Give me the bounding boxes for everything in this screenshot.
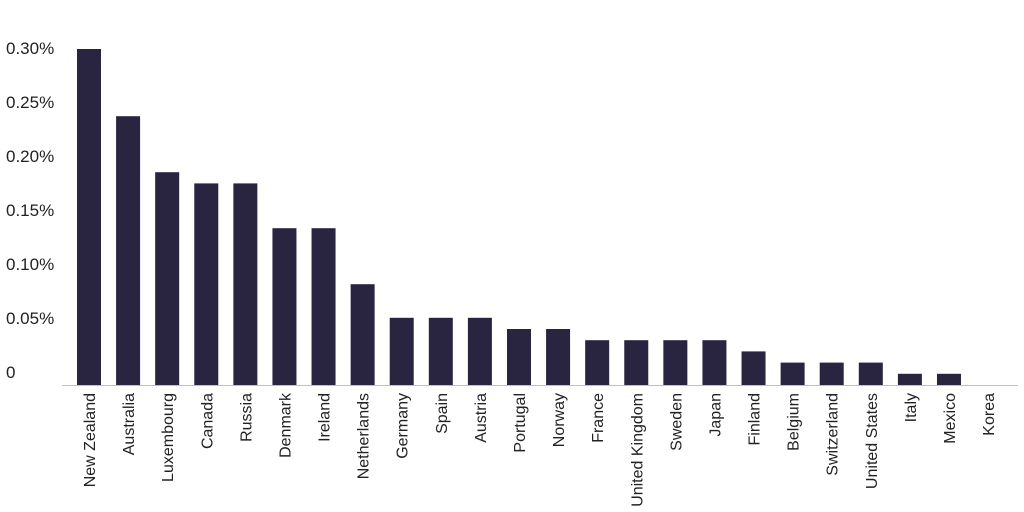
y-tick-label: 0.35% xyxy=(6,0,54,4)
x-tick-label: Belgium xyxy=(786,393,803,451)
bar-switzerland xyxy=(819,362,844,385)
bar-japan xyxy=(702,340,727,385)
bar-austria xyxy=(467,317,492,385)
x-tick-label: Portugal xyxy=(512,393,529,453)
x-tick-label: United Kingdom xyxy=(629,393,646,507)
y-tick-label: 0 xyxy=(6,363,15,382)
bar-australia xyxy=(116,116,141,385)
x-tick-label: Italy xyxy=(903,393,920,422)
y-tick-label: 0.05% xyxy=(6,309,54,328)
x-tick-label: New Zealand xyxy=(82,393,99,487)
x-tick-label: Austria xyxy=(473,393,490,443)
bar-ireland xyxy=(311,228,336,385)
bar-new-zealand xyxy=(77,49,101,385)
x-tick-label: Switzerland xyxy=(825,393,842,476)
bar-sweden xyxy=(663,340,688,385)
bar-denmark xyxy=(272,228,297,385)
x-tick-label: Germany xyxy=(395,393,412,459)
bar-finland xyxy=(741,351,766,385)
bar-canada xyxy=(194,183,219,385)
x-tick-label: France xyxy=(590,393,607,443)
bar-france xyxy=(585,340,610,385)
x-tick-label: Ireland xyxy=(317,393,334,442)
y-tick-label: 0.10% xyxy=(6,255,54,274)
x-tick-label: United States xyxy=(864,393,881,489)
y-tick-label: 0.15% xyxy=(6,201,54,220)
bar-portugal xyxy=(506,329,531,385)
x-tick-label: Russia xyxy=(238,393,255,442)
x-tick-label: Norway xyxy=(551,393,568,447)
bar-united-states xyxy=(858,362,883,385)
y-tick-label: 0.25% xyxy=(6,93,54,112)
bar-luxembourg xyxy=(155,172,180,385)
x-tick-label: Luxembourg xyxy=(160,393,177,482)
x-tick-label: Japan xyxy=(707,393,724,437)
bar-norway xyxy=(546,329,571,385)
x-tick-label: Spain xyxy=(434,393,451,434)
bar-belgium xyxy=(780,362,805,385)
x-tick-label: Netherlands xyxy=(356,393,373,479)
bar-italy xyxy=(897,373,922,385)
x-tick-label: Australia xyxy=(121,393,138,455)
x-tick-label: Denmark xyxy=(277,392,294,458)
bar-united-kingdom xyxy=(624,340,649,385)
x-tick-label: Finland xyxy=(747,393,764,445)
x-tick-label: Mexico xyxy=(942,393,959,444)
bar-russia xyxy=(233,183,258,385)
bar-germany xyxy=(389,317,414,385)
bar-netherlands xyxy=(350,284,375,385)
x-tick-label: Sweden xyxy=(668,393,685,451)
bar-spain xyxy=(428,317,453,385)
x-tick-label: Korea xyxy=(981,393,998,436)
bar-mexico xyxy=(936,373,961,385)
y-tick-label: 0.30% xyxy=(6,39,54,58)
y-tick-label: 0.20% xyxy=(6,147,54,166)
x-tick-label: Canada xyxy=(199,393,216,449)
